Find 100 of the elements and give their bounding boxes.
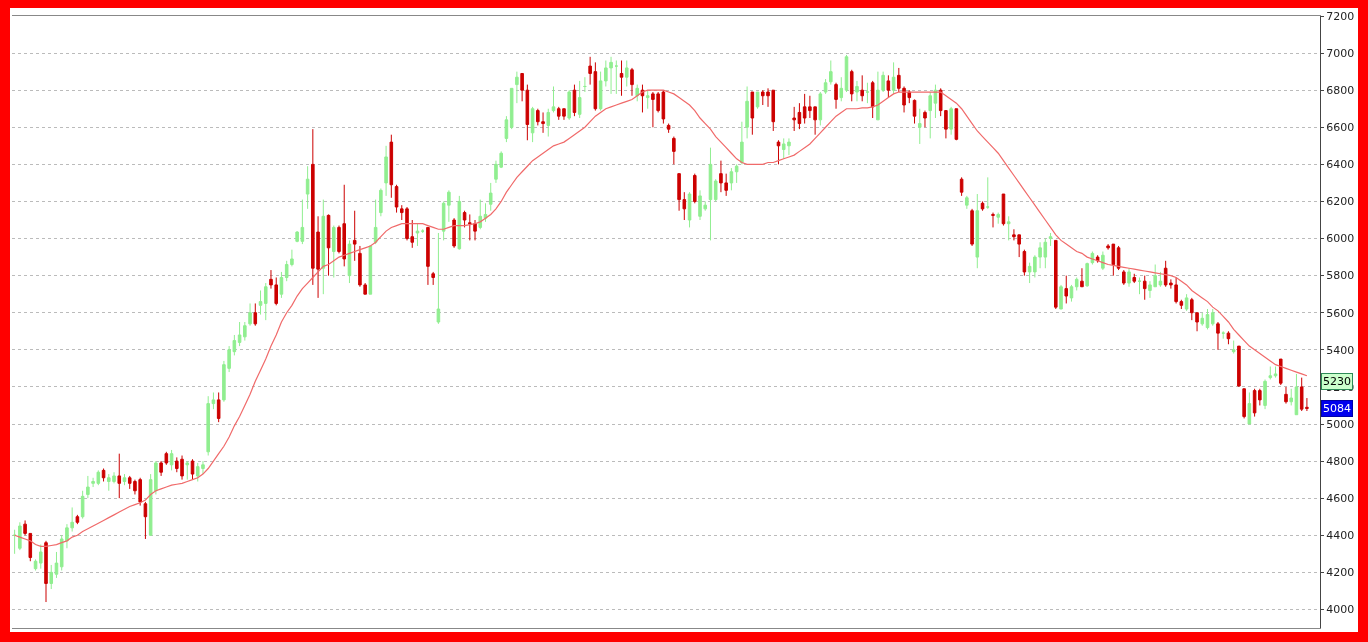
candlestick [1127,267,1131,288]
candlestick [515,71,519,104]
candlestick [190,458,195,481]
candlestick [614,60,619,95]
candlestick [834,82,838,110]
candlestick [551,85,556,113]
candlestick [1184,293,1189,312]
candlestick [672,136,676,165]
candlestick [567,89,571,121]
candlestick [368,245,373,295]
candlestick [740,121,744,165]
candlestick [891,61,896,95]
candlestick [865,82,870,104]
candlestick [488,182,493,212]
candlestick [1006,215,1011,241]
candlestick [331,225,336,278]
candlestick [912,98,917,125]
candlestick [870,80,875,119]
candlestick [478,199,483,230]
candlestick [985,176,990,210]
candlestick [928,91,932,139]
candlestick [211,391,216,410]
y-tick-label: 6000 [1326,232,1355,246]
candlestick [624,60,629,87]
candlestick [373,199,378,245]
candlestick [933,84,938,119]
candlestick [206,395,210,457]
candlestick [917,108,922,145]
candlestick [509,87,514,130]
candlestick [473,219,477,241]
candlestick [829,60,833,86]
candlestick [1273,366,1278,379]
annotation: 5230 [1323,375,1351,388]
candlestick [1132,273,1137,284]
candlestick [379,187,383,217]
candlestick [263,282,268,321]
candlestick [954,108,959,141]
candlestick [431,271,435,286]
candlestick [44,540,48,603]
candlestick [1101,251,1105,271]
candlestick [80,490,85,520]
candlestick [839,76,844,102]
candlestick [258,289,263,316]
candlestick [122,473,127,486]
candlestick [394,184,399,214]
candlestick [468,213,472,241]
candlestick [1080,267,1084,288]
candlestick [54,551,59,579]
y-tick-label: 4200 [1326,566,1355,580]
candlestick [666,123,671,134]
candlestick [483,202,488,223]
candlestick [279,271,284,299]
y-tick-label: 6800 [1326,84,1355,98]
candlestick [326,213,331,277]
candlestick [959,176,964,197]
candlestick [923,110,927,128]
y-tick-label: 6600 [1326,121,1355,135]
y-tick-label: 4400 [1326,529,1355,543]
candlestick [729,167,734,191]
candlestick [849,69,854,102]
candlestick [117,453,122,499]
y-tick-label: 5400 [1326,343,1355,357]
candlestick [886,74,891,99]
candlestick [970,208,974,247]
y-tick-label: 7000 [1326,46,1355,60]
candlestick [415,223,420,247]
candlestick [426,226,430,286]
candlestick [975,193,980,269]
line-series [14,89,1308,547]
candlestick [389,134,394,199]
candlestick [577,80,582,119]
candlestick [1142,275,1147,301]
candlestick [734,163,739,184]
candlestick [1059,284,1063,310]
candlestick [619,60,624,97]
candlestick [745,85,749,139]
candlestick [991,212,995,228]
y-tick-label: 6400 [1326,158,1355,172]
candlestick [949,106,953,136]
candlestick [462,210,467,228]
candlestick [1137,276,1142,295]
candlestick [1064,275,1069,304]
candlestick [1263,378,1267,410]
candlestick [248,302,252,327]
candlestick [1048,232,1053,247]
candlestick [1022,249,1027,277]
candlestick [750,91,755,136]
candlestick [546,108,551,138]
candlestick [12,529,17,555]
candlestick [823,78,828,95]
candlestick [755,91,760,110]
candlestick [452,217,456,249]
candlestick [457,195,462,251]
candlestick [1116,245,1121,271]
y-tick-label: 4000 [1326,603,1355,617]
candlestick [321,199,326,295]
candlestick [18,521,22,551]
y-tick-label: 4600 [1326,492,1355,506]
candlestick [436,232,441,325]
candlestick [185,460,190,481]
